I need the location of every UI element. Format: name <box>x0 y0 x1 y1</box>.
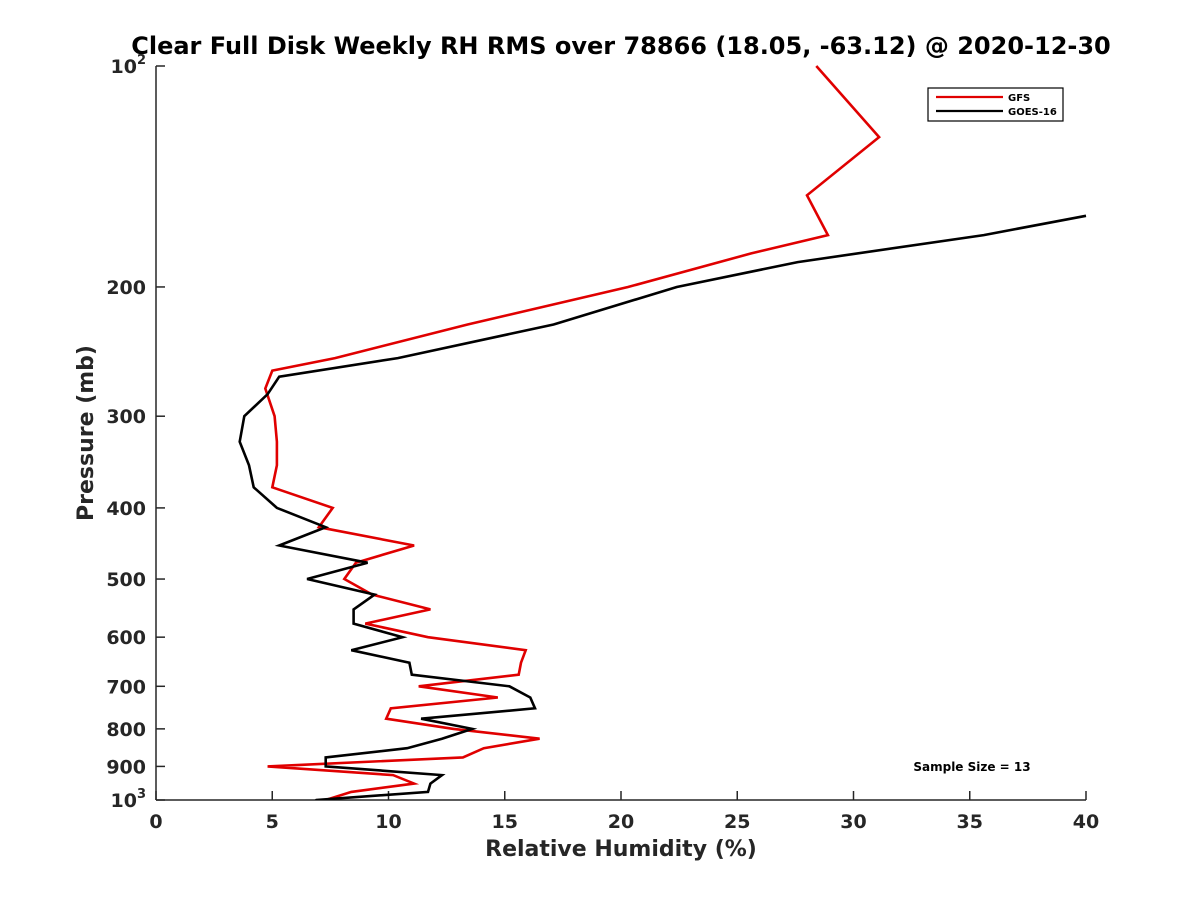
y-axis-label: Pressure (mb) <box>74 345 99 521</box>
legend: GFS GOES-16 <box>927 87 1064 122</box>
y-tick-label-600: 600 <box>106 627 146 649</box>
x-tick-label-30: 30 <box>840 811 866 833</box>
x-tick-label-5: 5 <box>266 811 279 833</box>
y-tick-label-100: 102 <box>111 53 147 78</box>
x-axis-label: Relative Humidity (%) <box>485 837 757 862</box>
x-tick-label-15: 15 <box>492 811 518 833</box>
legend-label-goes-16: GOES-16 <box>1008 107 1057 118</box>
y-tick-label-1000: 103 <box>111 787 147 812</box>
y-tick-label-500: 500 <box>106 569 146 591</box>
axes: 0 5 10 15 20 25 30 35 40 102 200 300 400 500 600 700 80… <box>106 53 1099 833</box>
x-tick-label-25: 25 <box>724 811 750 833</box>
x-axis-ticks: 0 5 10 15 20 25 30 35 40 <box>149 791 1099 833</box>
x-tick-label-40: 40 <box>1073 811 1099 833</box>
y-tick-label-800: 800 <box>106 719 146 741</box>
series-layer <box>238 65 1087 800</box>
chart-title: Clear Full Disk Weekly RH RMS over 78866… <box>131 32 1111 60</box>
y-tick-label-200: 200 <box>106 277 146 299</box>
series-line-goes-16 <box>238 214 1087 800</box>
x-tick-label-20: 20 <box>608 811 634 833</box>
y-tick-label-700: 700 <box>106 676 146 698</box>
legend-label-gfs: GFS <box>1008 93 1030 104</box>
y-tick-label-400: 400 <box>106 498 146 520</box>
series-line-gfs <box>263 65 881 800</box>
x-tick-label-35: 35 <box>957 811 983 833</box>
y-tick-label-300: 300 <box>106 406 146 428</box>
y-axis-ticks: 102 200 300 400 500 600 700 800 900 103 <box>106 53 165 812</box>
y-tick-label-900: 900 <box>106 756 146 778</box>
x-tick-label-0: 0 <box>149 811 162 833</box>
sample-size-annotation: Sample Size = 13 <box>913 760 1030 774</box>
legend-box <box>927 87 1064 122</box>
x-tick-label-10: 10 <box>375 811 401 833</box>
